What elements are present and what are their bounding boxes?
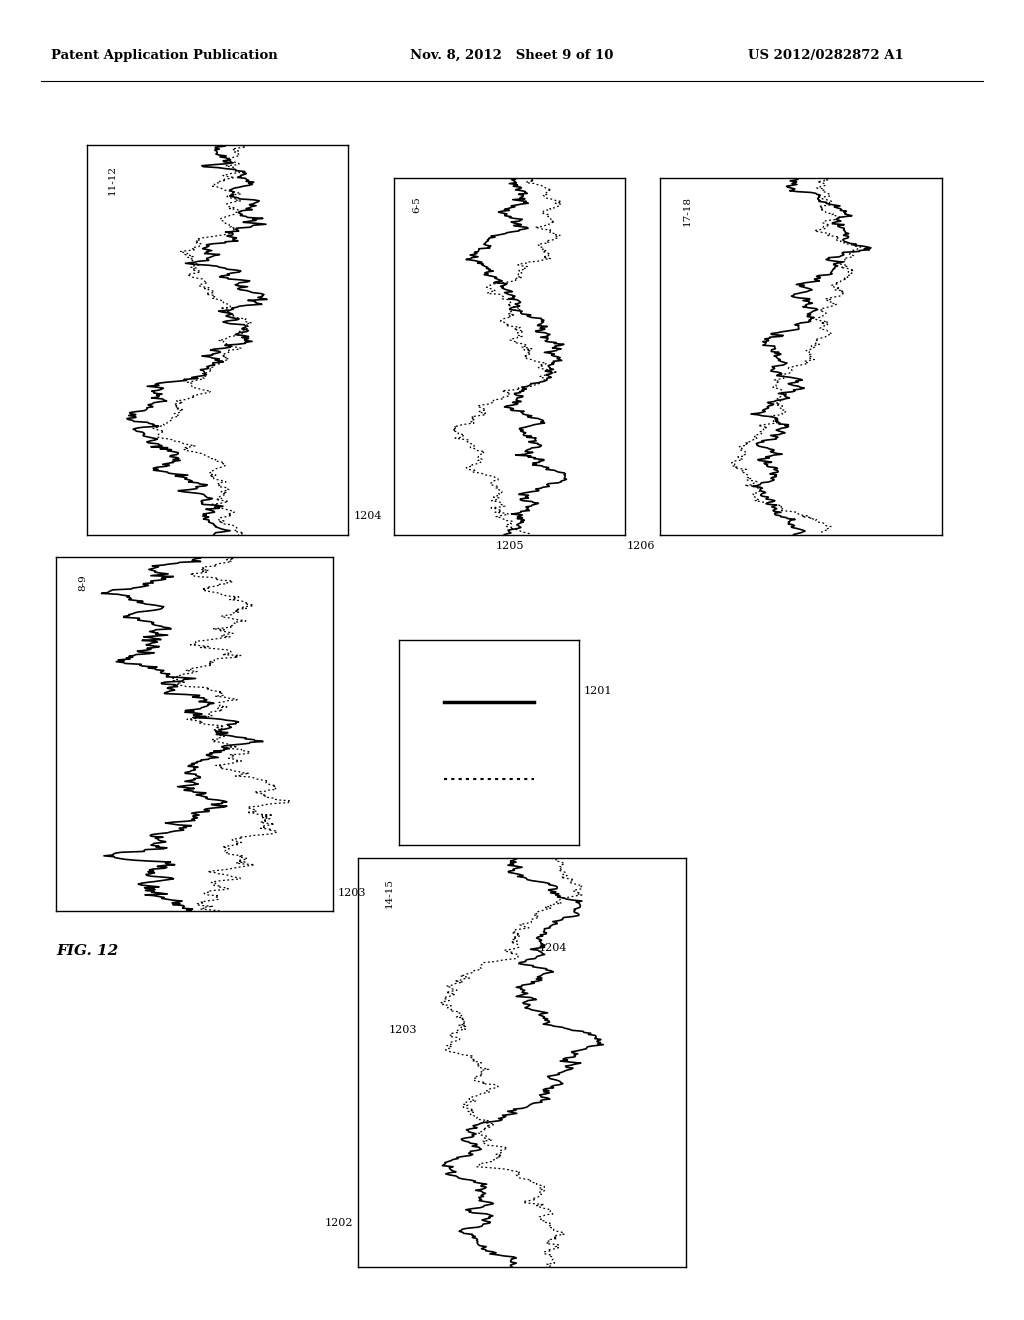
Text: FIG. 12: FIG. 12 — [56, 944, 119, 958]
Text: 1206: 1206 — [627, 541, 655, 552]
Text: 14-15: 14-15 — [385, 879, 393, 908]
Text: 11-12: 11-12 — [108, 165, 117, 194]
Text: 1202: 1202 — [325, 1217, 353, 1228]
Text: 6-5: 6-5 — [413, 195, 422, 213]
Text: 17-18: 17-18 — [683, 195, 692, 226]
Text: US 2012/0282872 A1: US 2012/0282872 A1 — [748, 49, 903, 62]
Text: 1203: 1203 — [338, 887, 367, 898]
Text: 1204: 1204 — [353, 511, 382, 521]
Text: 1201: 1201 — [584, 686, 612, 697]
Text: Patent Application Publication: Patent Application Publication — [51, 49, 278, 62]
Text: 8-9: 8-9 — [79, 574, 87, 591]
Text: 1205: 1205 — [496, 541, 523, 552]
Text: Nov. 8, 2012   Sheet 9 of 10: Nov. 8, 2012 Sheet 9 of 10 — [410, 49, 613, 62]
Text: 1203: 1203 — [389, 1024, 418, 1035]
Text: 1204: 1204 — [539, 942, 567, 953]
